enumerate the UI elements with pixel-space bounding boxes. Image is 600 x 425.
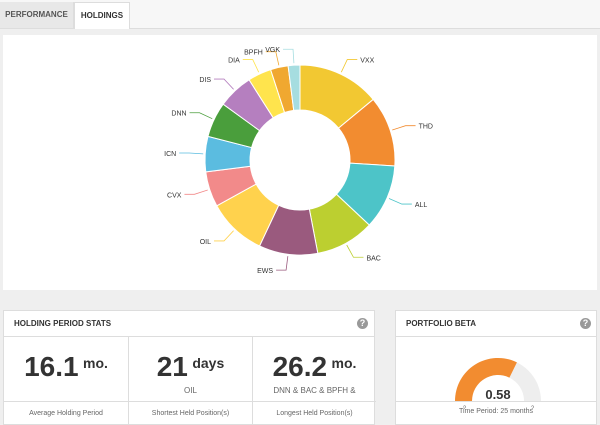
- holding-stats-panel: HOLDING PERIOD STATS ? 16.1 mo. Average H…: [3, 310, 376, 425]
- tab-bar: PERFORMANCE HOLDINGS: [0, 0, 600, 29]
- slice-label: BAC: [366, 255, 380, 262]
- leader-line: [265, 51, 280, 66]
- slice-label: EWS: [257, 268, 273, 275]
- help-icon[interactable]: ?: [580, 318, 591, 329]
- leader-line: [184, 189, 208, 195]
- slice-label: DNN: [171, 111, 186, 118]
- chart-panel: VXX THD ALL BAC EWS OIL CVX ICN DNN DIS DIA BPFH VGK: [3, 35, 597, 290]
- slice-label: OIL: [200, 239, 211, 246]
- leader-line: [392, 125, 416, 131]
- leader-line: [242, 59, 260, 73]
- leader-line: [283, 48, 295, 64]
- leader-line: [276, 256, 289, 271]
- stat-detail: OIL: [184, 386, 197, 395]
- beta-panel: PORTFOLIO BETA ? 0.58 -2 2 Time Period: 25…: [395, 310, 597, 425]
- stat-value-group: 26.2 mo.: [253, 351, 376, 383]
- stat-unit: days: [192, 355, 225, 371]
- stat-column: 26.2 mo. DNN & BAC & BPFH & Longest Held P…: [252, 337, 376, 425]
- gauge: 0.58 -2 2: [455, 358, 541, 409]
- stat-detail: DNN & BAC & BPFH &: [273, 386, 356, 395]
- leader-line: [189, 112, 213, 120]
- panel-title: PORTFOLIO BETA: [406, 319, 477, 328]
- leader-line: [179, 152, 204, 155]
- tab[interactable]: PERFORMANCE: [0, 2, 74, 28]
- leader-line: [214, 78, 234, 90]
- donut-chart: VXX THD ALL BAC EWS OIL CVX ICN DNN DIS DIA BPFH VGK: [164, 47, 433, 275]
- slice: [287, 64, 301, 111]
- stat-unit: mo.: [331, 355, 357, 371]
- stat-unit: mo.: [83, 355, 108, 371]
- stat-value-group: 16.1 mo.: [4, 351, 128, 383]
- slice-label: CVX: [167, 192, 182, 199]
- slice-label: VGK: [265, 47, 280, 54]
- slice-label: THD: [419, 124, 433, 131]
- gauge-max-label: 2: [531, 406, 535, 409]
- leader-line: [214, 230, 234, 242]
- divider: [4, 336, 374, 337]
- stat-column: 16.1 mo. Average Holding Period: [4, 337, 128, 425]
- stat-value-group: 21 days: [129, 351, 252, 383]
- gauge-min-label: -2: [461, 406, 467, 409]
- panel-title: HOLDING PERIOD STATS: [14, 319, 112, 328]
- leader-line: [346, 244, 364, 258]
- stat-caption: Shortest Held Position(s): [129, 401, 252, 417]
- gauge-value: [455, 358, 517, 401]
- slice-label: BPFH: [244, 50, 263, 57]
- slice-label: ALL: [415, 202, 428, 209]
- slice-label: ICN: [164, 151, 176, 158]
- stat-caption: Longest Held Position(s): [253, 401, 376, 417]
- stat-value: 21: [156, 351, 188, 382]
- divider: [396, 336, 596, 337]
- gauge-value-label: 0.58: [485, 387, 510, 402]
- slice-label: DIA: [228, 58, 240, 65]
- slice-label: VXX: [360, 58, 374, 65]
- leader-line: [340, 59, 358, 73]
- stat-caption: Average Holding Period: [4, 401, 128, 417]
- slice-label: DIS: [199, 77, 211, 84]
- caption: Time Period: 25 months: [396, 401, 596, 415]
- tab-active[interactable]: HOLDINGS: [74, 2, 130, 29]
- leader-line: [388, 198, 412, 205]
- help-icon[interactable]: ?: [357, 318, 368, 329]
- stat-value: 16.1: [24, 351, 79, 382]
- stat-column: 21 days OIL Shortest Held Position(s): [128, 337, 252, 425]
- stat-value: 26.2: [272, 351, 328, 382]
